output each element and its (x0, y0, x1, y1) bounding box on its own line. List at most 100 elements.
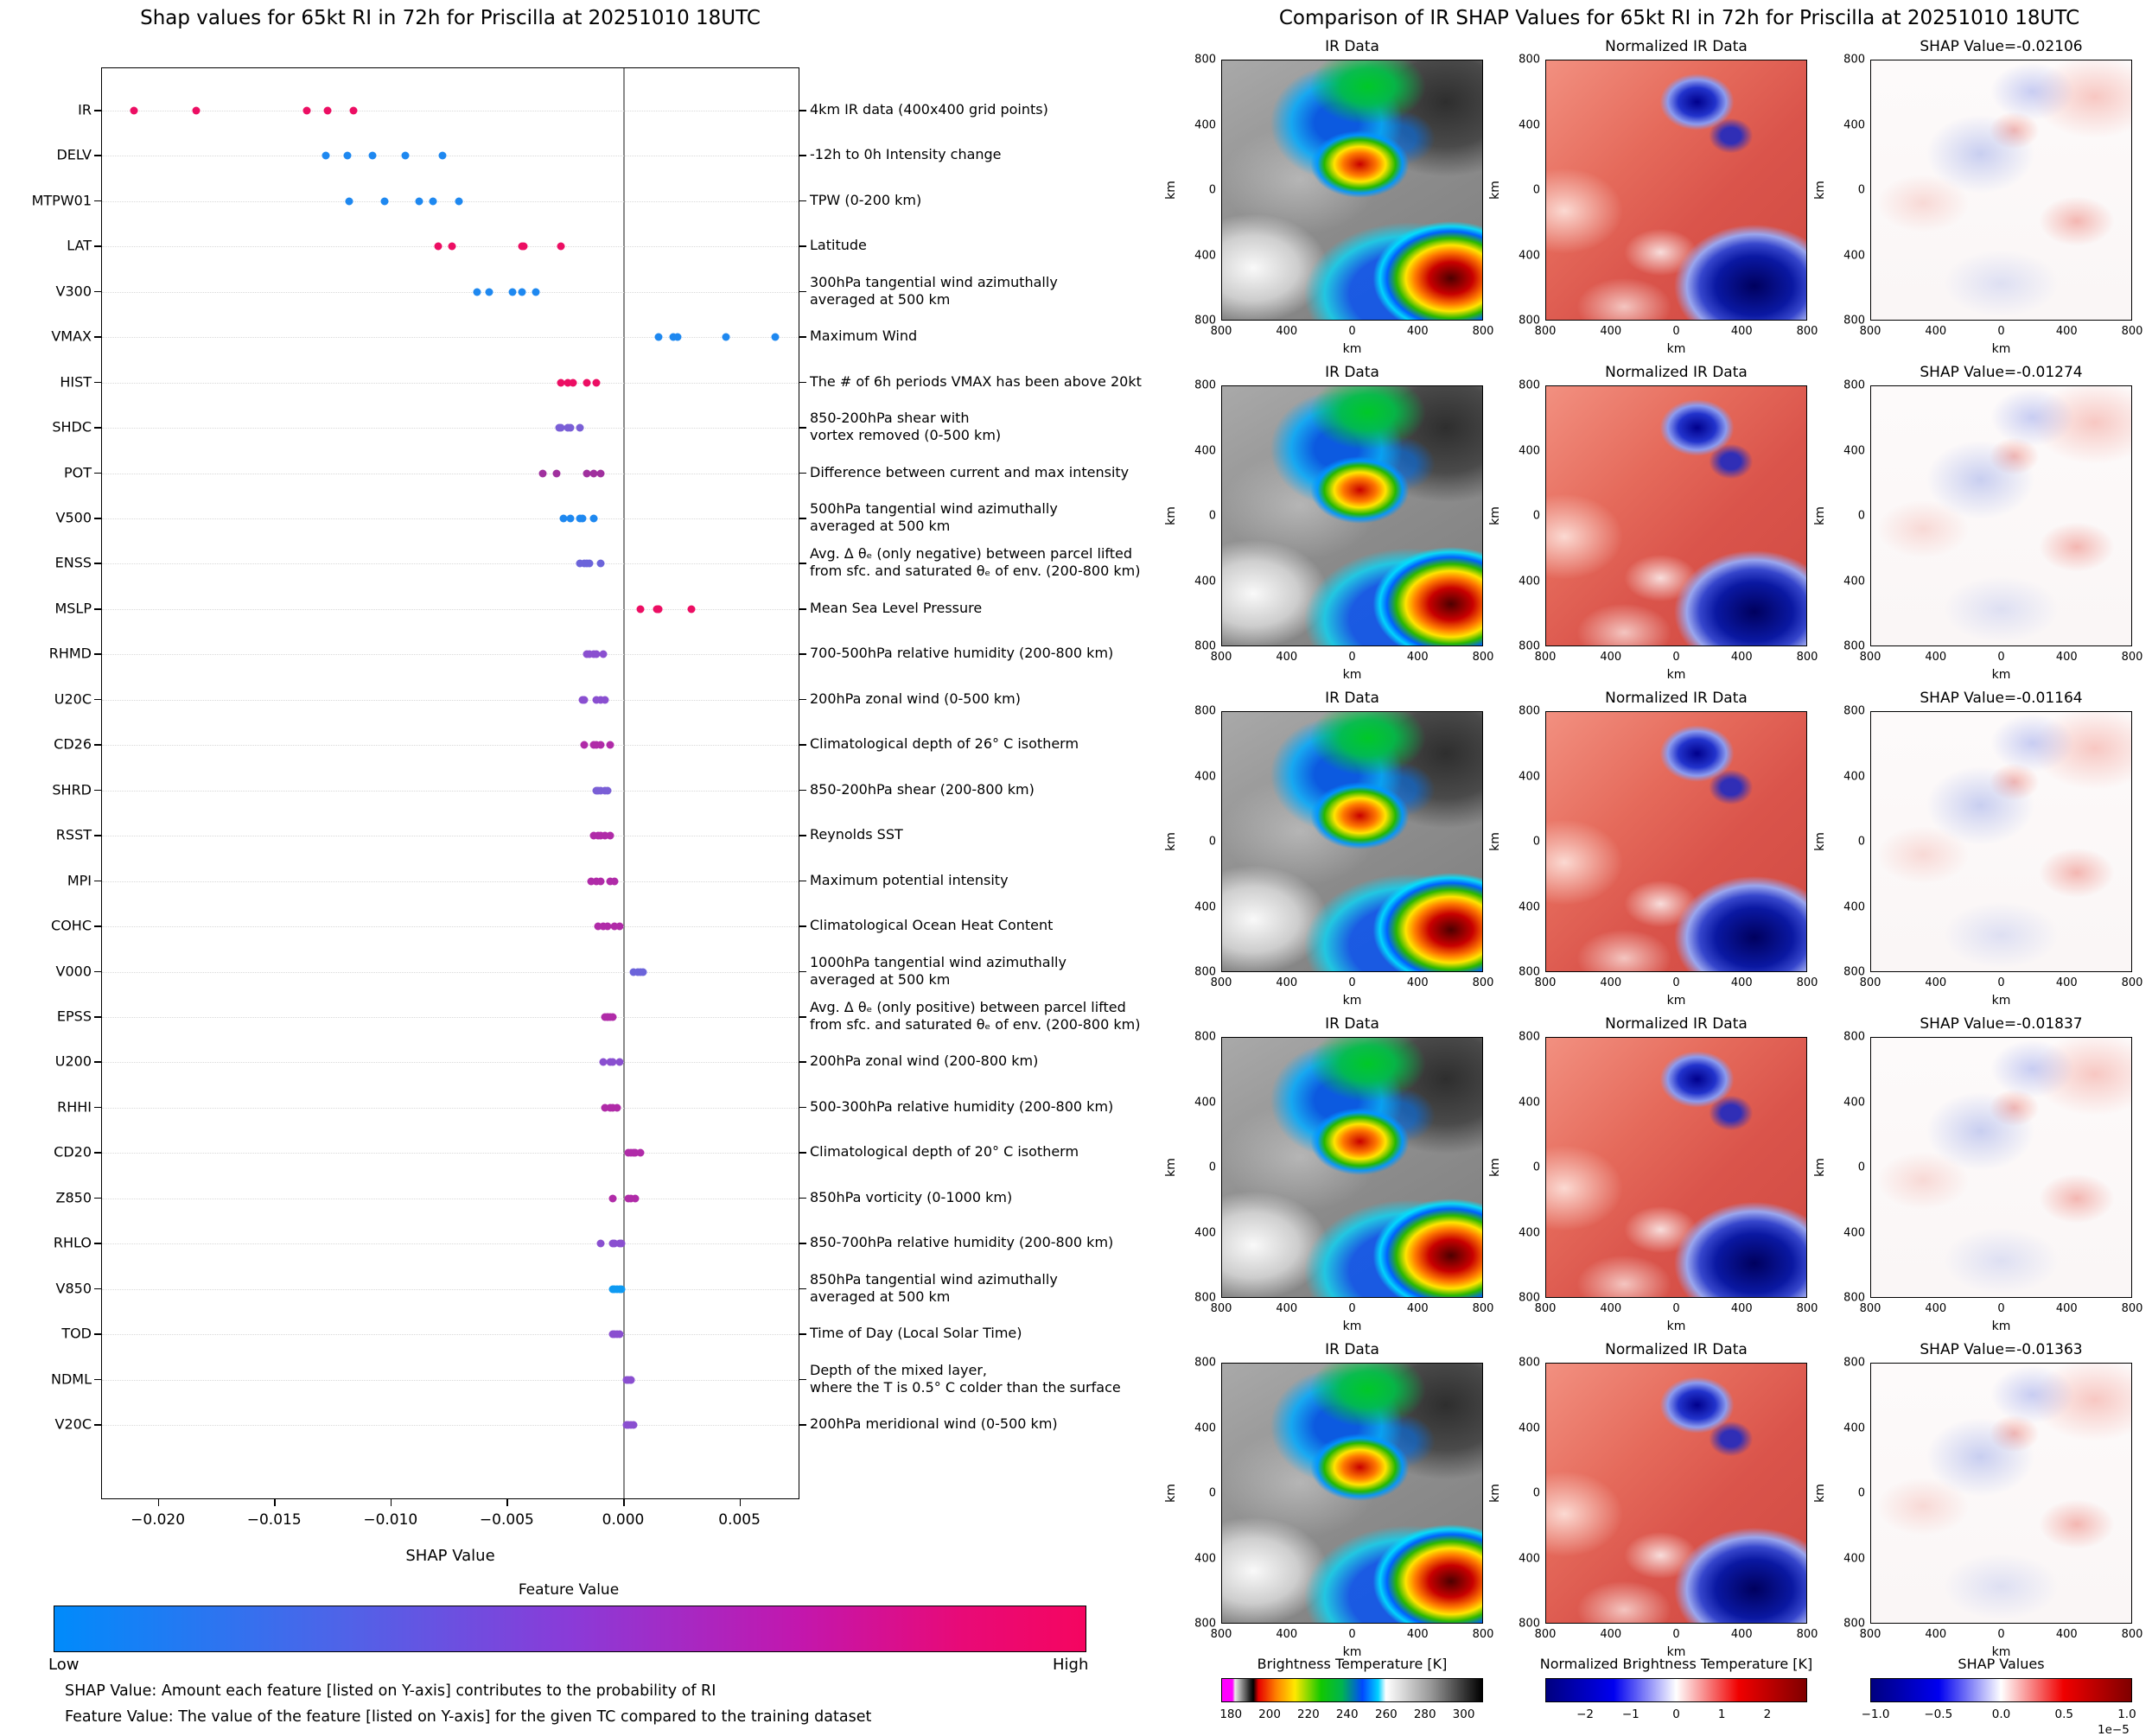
y-tick-label: RHLO (53, 1234, 92, 1251)
map-x-unit: km (1991, 1319, 2011, 1333)
right-tick-mark (799, 1288, 806, 1290)
map-x-tick: 800 (2121, 1628, 2143, 1641)
y-tick-mark (94, 472, 101, 474)
feature-description: Avg. Δ θₑ (only positive) between parcel… (810, 998, 1141, 1033)
map-y-tick: 400 (1194, 575, 1216, 588)
map-x-tick: 400 (1276, 325, 1298, 338)
right-tick-mark (799, 200, 806, 202)
feature-description: Depth of the mixed layer, where the T is… (810, 1361, 1121, 1396)
map-x-tick: 800 (2121, 976, 2143, 989)
right-tick-mark (799, 427, 806, 429)
map-x-tick: 400 (1276, 1628, 1298, 1641)
shap-point (415, 197, 423, 206)
shap-map-title: SHAP Value=-0.01164 (1920, 690, 2083, 707)
shap-point (566, 514, 575, 523)
map-y-tick: 400 (1194, 118, 1216, 131)
feature-description: 850-200hPa shear (200-800 km) (810, 780, 1035, 798)
feature-description: 200hPa meridional wind (0-500 km) (810, 1415, 1058, 1432)
shap-point (596, 469, 605, 478)
right-tick-mark (799, 1333, 806, 1335)
shap-point (601, 831, 609, 840)
map-y-tick: 800 (1518, 965, 1540, 979)
y-tick-label: V850 (55, 1280, 92, 1297)
right-tick-mark (799, 698, 806, 701)
map-y-tick: 800 (1194, 1356, 1216, 1370)
y-tick-label: Z850 (55, 1189, 92, 1206)
shap-point (629, 968, 638, 976)
map-y-tick: 400 (1843, 1226, 1865, 1239)
y-tick-mark (94, 381, 101, 384)
colorbar-tick: −1.0 (1861, 1707, 1890, 1721)
colorbar-tick: −1 (1621, 1707, 1639, 1721)
ir-data-map (1221, 1363, 1483, 1624)
map-x-tick: 0 (1997, 976, 2005, 989)
shap-point (627, 1376, 635, 1384)
map-x-tick: 800 (1796, 1628, 1818, 1641)
shap-point (636, 1148, 645, 1157)
shap-point (606, 741, 614, 749)
map-y-tick: 800 (1194, 1291, 1216, 1305)
shap-point (592, 696, 601, 704)
y-tick-label: VMAX (51, 327, 92, 345)
shap-map-title: SHAP Value=-0.01274 (1920, 364, 2083, 381)
y-tick-label: POT (63, 464, 92, 481)
y-tick-mark (94, 1333, 101, 1335)
map-x-tick: 400 (1406, 1302, 1429, 1315)
shap-point (631, 1194, 640, 1203)
shap-point (345, 197, 353, 206)
map-x-tick: 800 (1210, 976, 1232, 989)
shap-point (608, 1103, 617, 1112)
colorbar-tick: 200 (1258, 1707, 1281, 1721)
shap-point (601, 1103, 609, 1112)
feature-description: 300hPa tangential wind azimuthally avera… (810, 273, 1058, 308)
feature-description: Climatological depth of 26° C isotherm (810, 735, 1079, 753)
y-tick-label: MPI (67, 872, 92, 889)
right-panel-title: Comparison of IR SHAP Values for 65kt RI… (1278, 7, 2080, 29)
y-tick-mark (94, 290, 101, 293)
map-x-tick: 0 (1997, 1302, 2005, 1315)
feature-description: 500-300hPa relative humidity (200-800 km… (810, 1097, 1114, 1115)
y-tick-label: DELV (56, 146, 92, 163)
shap-value-map (1870, 385, 2132, 646)
y-tick-mark (94, 653, 101, 655)
map-y-tick: 400 (1194, 444, 1216, 457)
map-y-tick: 800 (1843, 1291, 1865, 1305)
map-y-tick: 800 (1518, 1356, 1540, 1370)
map-x-tick: 800 (1859, 976, 1881, 989)
x-tick-mark (157, 1499, 160, 1506)
map-x-tick: 400 (1600, 1302, 1622, 1315)
map-x-unit: km (1342, 1645, 1362, 1659)
map-y-unit: km (1488, 1158, 1502, 1177)
right-tick-mark (799, 472, 806, 474)
y-tick-label: MTPW01 (31, 192, 92, 209)
map-x-tick: 400 (1406, 651, 1429, 664)
right-tick-mark (799, 563, 806, 565)
map-title: Normalized IR Data (1605, 1341, 1748, 1358)
y-tick-label: MSLP (54, 600, 92, 617)
shap-point (603, 786, 612, 795)
map-x-tick: 800 (1472, 1302, 1494, 1315)
right-tick-mark (799, 835, 806, 836)
row-gridline (102, 790, 799, 792)
shap-point (592, 877, 601, 886)
y-tick-label: HIST (60, 373, 92, 391)
y-tick-mark (94, 336, 101, 338)
map-x-unit: km (1666, 994, 1686, 1008)
shap-point (592, 650, 601, 658)
shap-point (349, 106, 358, 115)
y-tick-label: CD20 (54, 1143, 92, 1161)
map-y-unit: km (1488, 1484, 1502, 1503)
shap-point (654, 333, 663, 341)
y-tick-label: RHHI (57, 1098, 92, 1116)
y-tick-label: EPSS (56, 1008, 92, 1025)
y-tick-label: V20C (54, 1415, 92, 1433)
map-title: IR Data (1325, 1015, 1379, 1033)
shap-point (596, 741, 605, 749)
map-y-unit: km (1813, 1484, 1827, 1503)
map-y-tick: 0 (1857, 1161, 1865, 1174)
shap-point (596, 559, 605, 568)
map-x-tick: 800 (1859, 1302, 1881, 1315)
y-tick-mark (94, 970, 101, 973)
shap-point (438, 151, 447, 160)
shap-point (627, 1194, 635, 1203)
